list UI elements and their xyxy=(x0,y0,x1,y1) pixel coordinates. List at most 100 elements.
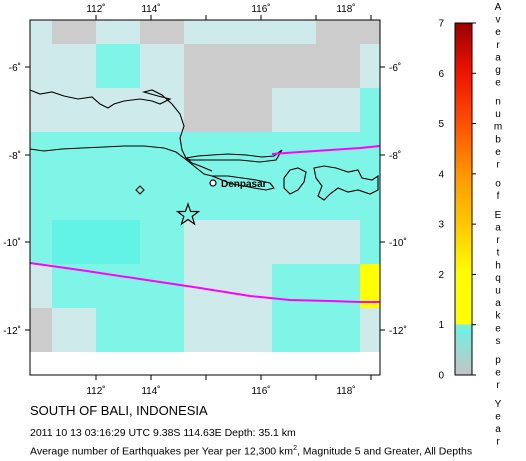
legend-tick-label: 1 xyxy=(438,320,444,331)
grid-cell xyxy=(52,20,96,44)
grid-cell xyxy=(316,20,360,44)
grid-cell xyxy=(272,308,316,352)
grid-cell xyxy=(316,44,360,88)
lat-label-right-8: -8˚ xyxy=(389,150,401,162)
tick-labels: 112˚ 114˚ 116˚ 118˚ 112˚ 114˚ 116˚ 118˚ … xyxy=(3,3,407,397)
grid-cell xyxy=(316,88,360,132)
grid-cell xyxy=(96,132,140,176)
grid-cell xyxy=(30,264,52,308)
map-description: Average number of Earthquakes per Year p… xyxy=(30,445,472,458)
legend-tick-label: 4 xyxy=(438,169,444,180)
grid-cell xyxy=(96,20,140,44)
grid-cell xyxy=(96,308,140,352)
grid-cell xyxy=(30,44,52,88)
grid-cell xyxy=(228,88,272,132)
legend-colorbar xyxy=(454,22,473,376)
grid-cell xyxy=(30,176,52,220)
legend-tick-label: 3 xyxy=(438,220,444,231)
place-marker-denpasar: Denpasar xyxy=(209,179,267,190)
grid-cell xyxy=(360,88,380,132)
plate-boundaries xyxy=(29,145,381,303)
grid-cell xyxy=(228,264,272,308)
grid-cell xyxy=(360,44,380,88)
grid-cell xyxy=(272,176,316,220)
grid-cell xyxy=(140,20,184,44)
coastlines xyxy=(29,89,379,201)
grid-cell xyxy=(52,176,96,220)
coastline-small-island xyxy=(135,185,145,195)
grid-cell xyxy=(140,176,184,220)
epicenter-star-icon xyxy=(175,202,201,226)
grid-cell xyxy=(316,308,360,352)
grid-cell xyxy=(140,132,184,176)
denpasar-label: Denpasar xyxy=(221,179,267,190)
lon-label-bottom-114: 114˚ xyxy=(141,385,160,397)
grid-cell xyxy=(184,20,228,44)
grid-cell xyxy=(96,264,140,308)
grid-cell xyxy=(140,44,184,88)
grid-cell xyxy=(96,44,140,88)
map-frame xyxy=(29,19,381,376)
lon-label-bottom-112: 112˚ xyxy=(86,385,105,397)
legend-tick-label: 7 xyxy=(438,19,444,30)
lat-label-left-6: -6˚ xyxy=(9,62,21,74)
map-panel: Denpasar 112˚ 114˚ 116˚ 118˚ 112˚ 114˚ 1… xyxy=(3,3,407,397)
grid-cell xyxy=(96,176,140,220)
event-details: 2011 10 13 03:16:29 UTC 9.38S 114.63E De… xyxy=(30,427,296,439)
legend-tick-label: 0 xyxy=(438,371,444,382)
lat-label-right-6: -6˚ xyxy=(389,62,401,74)
lat-label-left-10: -10˚ xyxy=(3,237,21,249)
grid-cell xyxy=(140,308,184,352)
grid-cell xyxy=(52,132,96,176)
map-description-superscript: 2 xyxy=(293,445,297,452)
grid-cell xyxy=(30,20,52,44)
lon-label-top-112: 112˚ xyxy=(86,3,105,15)
grid-cell xyxy=(316,132,360,176)
grid-cell xyxy=(96,88,140,132)
coastline-java-south xyxy=(29,145,213,177)
grid-cell xyxy=(184,220,228,264)
legend-tick-label: 2 xyxy=(438,270,444,281)
plate-boundary-flores-thrust xyxy=(271,145,381,155)
grid-cell xyxy=(272,88,316,132)
coastline-bali xyxy=(211,175,275,191)
grid-cell xyxy=(30,308,52,352)
coastline-java-north xyxy=(29,89,213,172)
grid-cell xyxy=(360,308,380,352)
grid-cell xyxy=(52,308,96,352)
grid-cell xyxy=(228,176,272,220)
grid-cell xyxy=(228,20,272,44)
grid-cell xyxy=(360,132,380,176)
grid-cell xyxy=(360,264,380,308)
grid-cell xyxy=(360,20,380,44)
grid-cell xyxy=(184,308,228,352)
grid-cell xyxy=(228,44,272,88)
grid-cell xyxy=(52,44,96,88)
grid-cell xyxy=(228,308,272,352)
lat-label-right-12: -12˚ xyxy=(389,325,407,337)
region-title: SOUTH OF BALI, INDONESIA xyxy=(30,403,208,418)
lat-label-right-10: -10˚ xyxy=(389,237,407,249)
grid-cell xyxy=(272,220,316,264)
lon-label-top-114: 114˚ xyxy=(141,3,160,15)
map-description-text: Average number of Earthquakes per Year p… xyxy=(30,445,294,458)
lon-label-top-116: 116˚ xyxy=(251,3,270,15)
lon-label-bottom-116: 116˚ xyxy=(251,385,270,397)
grid-cell xyxy=(316,176,360,220)
legend-tick-label: 5 xyxy=(438,119,444,130)
lon-label-top-118: 118˚ xyxy=(336,3,355,15)
map-description-suffix: , Magnitude 5 and Greater, All Depths xyxy=(296,445,473,458)
grid-cell xyxy=(360,176,380,220)
grid-cell xyxy=(184,88,228,132)
grid-cell xyxy=(52,88,96,132)
grid-cell xyxy=(140,264,184,308)
denpasar-dot xyxy=(209,179,217,187)
grid-cell xyxy=(184,44,228,88)
legend-ticks: 0 1 2 3 4 5 6 7 xyxy=(438,19,476,382)
coastline-lombok xyxy=(283,167,307,195)
grid-cell xyxy=(360,220,380,264)
grid-cell xyxy=(140,220,184,264)
